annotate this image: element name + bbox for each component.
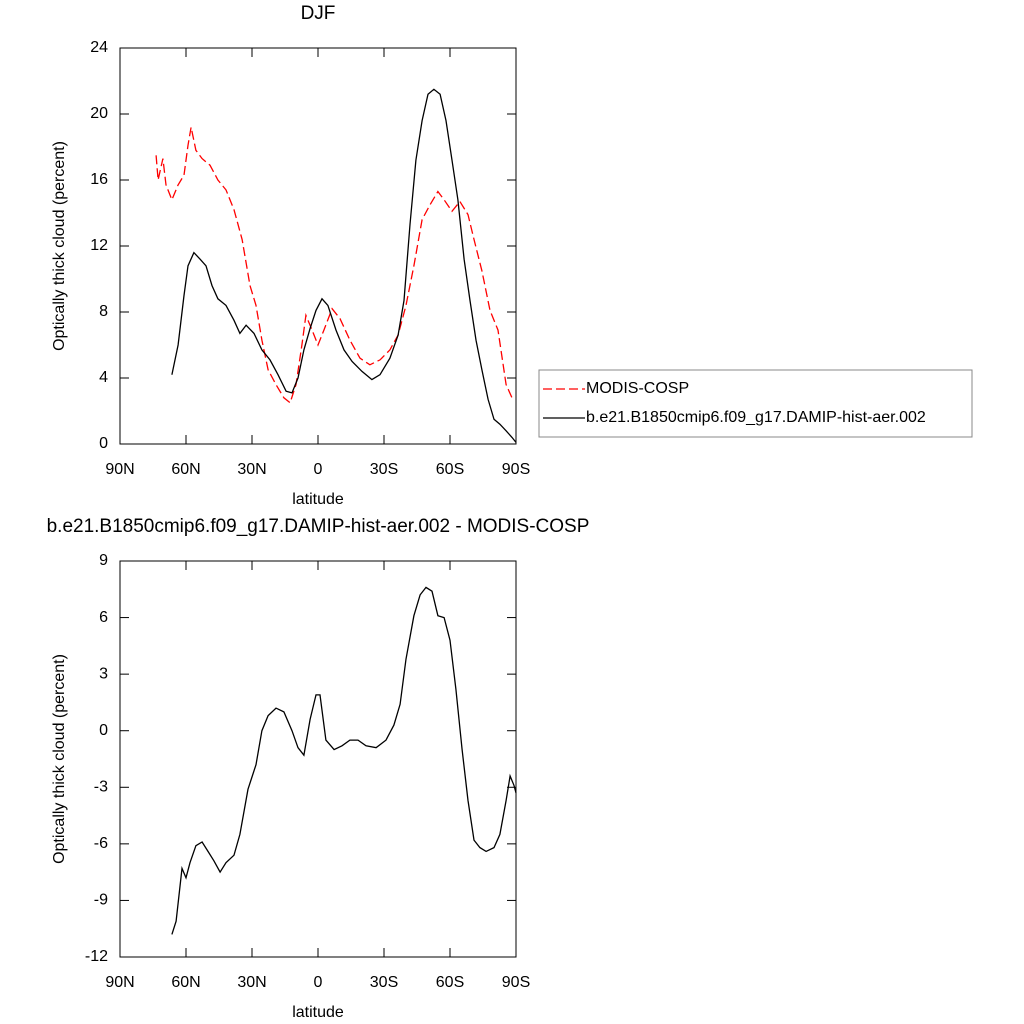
x-tick-label: 0 xyxy=(314,974,323,991)
y-tick-label: 16 xyxy=(90,171,108,188)
x-tick-label: 60N xyxy=(171,461,200,478)
y-tick-label: 0 xyxy=(99,722,108,739)
x-tick-label: 0 xyxy=(314,461,323,478)
y-tick-label: -12 xyxy=(85,948,108,965)
plot-frame xyxy=(119,47,517,445)
line-series xyxy=(171,88,517,443)
x-tick-label: 30N xyxy=(237,461,266,478)
y-tick-label: -3 xyxy=(94,779,108,796)
x-axis-label: latitude xyxy=(292,1004,344,1021)
y-tick-label: 0 xyxy=(99,435,108,452)
x-tick-label: 90S xyxy=(502,974,530,991)
legend: MODIS-COSP b.e21.B1850cmip6.f09_g17.DAMIP… xyxy=(538,369,973,438)
x-tick-label: 90N xyxy=(105,461,134,478)
x-tick-label: 60N xyxy=(171,974,200,991)
x-axis-label: latitude xyxy=(292,491,344,508)
y-tick-label: 24 xyxy=(90,39,108,56)
plot-frame xyxy=(119,560,517,958)
y-axis-label: Optically thick cloud (percent) xyxy=(51,141,68,351)
x-tick-label: 60S xyxy=(436,974,464,991)
chart-title: DJF xyxy=(301,3,336,24)
y-tick-label: -9 xyxy=(94,892,108,909)
y-tick-label: 20 xyxy=(90,105,108,122)
y-tick-label: 3 xyxy=(99,665,108,682)
x-tick-label: 90S xyxy=(502,461,530,478)
y-tick-label: 12 xyxy=(90,237,108,254)
legend-label: b.e21.B1850cmip6.f09_g17.DAMIP-hist-aer.… xyxy=(586,409,926,426)
y-tick-label: -6 xyxy=(94,835,108,852)
y-tick-label: 9 xyxy=(99,552,108,569)
y-tick-label: 6 xyxy=(99,609,108,626)
x-tick-label: 30S xyxy=(370,974,398,991)
x-tick-label: 90N xyxy=(105,974,134,991)
y-tick-label: 4 xyxy=(99,369,108,386)
legend-label: MODIS-COSP xyxy=(586,380,689,397)
x-tick-label: 60S xyxy=(436,461,464,478)
x-tick-label: 30S xyxy=(370,461,398,478)
y-tick-label: 8 xyxy=(99,303,108,320)
line-series xyxy=(155,127,513,404)
line-series xyxy=(171,586,517,935)
legend-box xyxy=(538,369,973,438)
x-tick-label: 30N xyxy=(237,974,266,991)
chart-title: b.e21.B1850cmip6.f09_g17.DAMIP-hist-aer.… xyxy=(47,516,590,537)
y-axis-label: Optically thick cloud (percent) xyxy=(51,654,68,864)
